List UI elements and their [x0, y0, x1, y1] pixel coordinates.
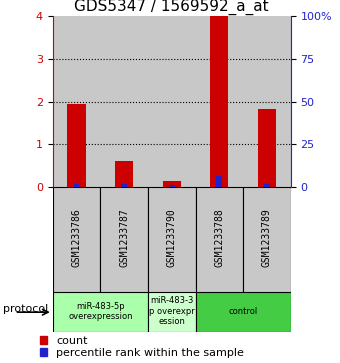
- Bar: [169, 185, 174, 187]
- Bar: [53, 292, 148, 332]
- Bar: [163, 180, 181, 187]
- Bar: [121, 184, 127, 187]
- Bar: [148, 187, 196, 292]
- Bar: [217, 176, 222, 187]
- Bar: [148, 292, 196, 332]
- Bar: [264, 184, 270, 187]
- Bar: [210, 16, 228, 187]
- Bar: [195, 16, 243, 187]
- Text: miR-483-5p
overexpression: miR-483-5p overexpression: [68, 302, 133, 321]
- Bar: [243, 16, 291, 187]
- Text: control: control: [228, 307, 258, 316]
- Bar: [195, 187, 243, 292]
- Bar: [67, 104, 86, 187]
- Bar: [53, 16, 100, 187]
- Bar: [53, 187, 100, 292]
- Bar: [243, 187, 291, 292]
- Text: miR-483-3
p overexpr
ession: miR-483-3 p overexpr ession: [149, 297, 194, 326]
- Legend: count, percentile rank within the sample: count, percentile rank within the sample: [39, 335, 244, 358]
- Bar: [148, 16, 196, 187]
- Text: protocol: protocol: [3, 303, 49, 314]
- Bar: [74, 184, 79, 187]
- Bar: [115, 161, 133, 187]
- Text: GSM1233790: GSM1233790: [167, 208, 177, 267]
- Bar: [195, 292, 291, 332]
- Text: GSM1233789: GSM1233789: [262, 208, 272, 267]
- Bar: [100, 16, 148, 187]
- Bar: [100, 187, 148, 292]
- Text: GSM1233787: GSM1233787: [119, 208, 129, 267]
- Text: GSM1233786: GSM1233786: [71, 208, 82, 267]
- Bar: [258, 109, 276, 187]
- Title: GDS5347 / 1569592_a_at: GDS5347 / 1569592_a_at: [74, 0, 269, 15]
- Text: GSM1233788: GSM1233788: [214, 208, 224, 267]
